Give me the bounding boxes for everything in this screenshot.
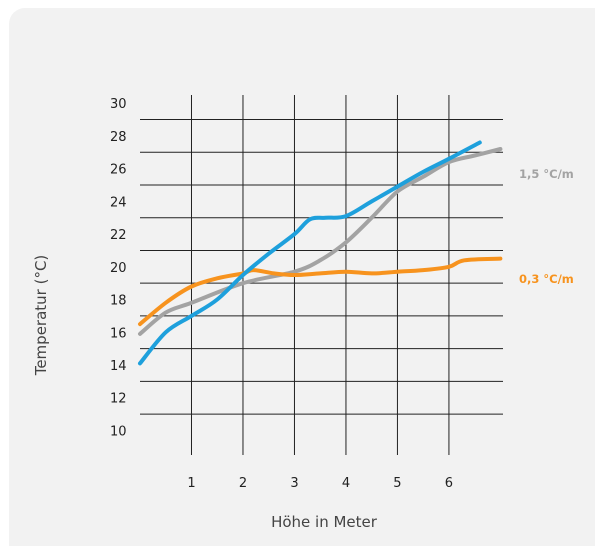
series-line-1-5 — [138, 147, 503, 336]
y-tick-label: 14 — [110, 359, 127, 374]
y-tick-label: 20 — [110, 261, 127, 276]
x-tick-label: 2 — [239, 476, 247, 491]
y-axis-title: Temperatur (°C) — [32, 255, 50, 377]
y-tick-label: 16 — [110, 326, 127, 341]
y-tick-label: 22 — [110, 228, 127, 243]
x-tick-label: 5 — [393, 476, 401, 491]
series-lines — [138, 140, 503, 366]
x-tick-label: 1 — [187, 476, 195, 491]
y-tick-label: 18 — [110, 294, 127, 309]
x-tick-label: 6 — [445, 476, 453, 491]
series-line-0-3 — [138, 256, 503, 327]
x-tick-labels: 1 2 3 4 5 6 — [187, 476, 453, 491]
y-tick-label: 24 — [110, 195, 127, 210]
x-tick-label: 3 — [290, 476, 298, 491]
x-axis-title: Höhe in Meter — [271, 513, 378, 531]
y-tick-label: 28 — [110, 130, 127, 145]
chart-card — [9, 8, 595, 546]
series-line-blue — [138, 140, 482, 366]
y-tick-label: 10 — [110, 424, 127, 439]
x-tick-label: 4 — [342, 476, 350, 491]
grid — [140, 95, 503, 455]
series-label-1-5: 1,5 °C/m — [519, 167, 574, 181]
y-tick-label: 30 — [110, 97, 127, 112]
y-tick-labels: 10 12 14 16 18 20 22 24 26 28 30 — [110, 97, 127, 439]
y-tick-label: 26 — [110, 163, 127, 178]
y-tick-label: 12 — [110, 392, 127, 407]
series-label-0-3: 0,3 °C/m — [519, 272, 574, 286]
